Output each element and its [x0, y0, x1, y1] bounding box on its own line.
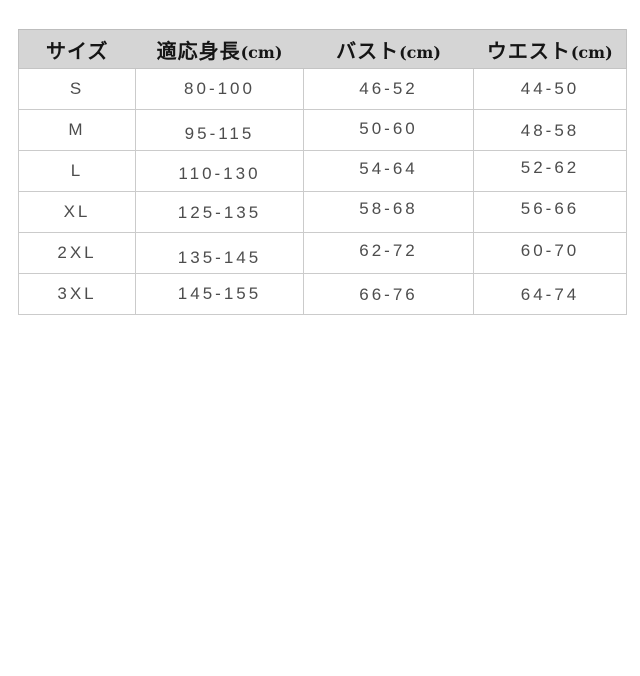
cell-size: 3XL	[18, 273, 136, 315]
table-row: XL 125-135 58-68 56-66	[18, 191, 627, 233]
cell-waist: 52-62	[473, 150, 627, 192]
table-row: 2XL 135-145 62-72 60-70	[18, 232, 627, 274]
column-header-waist: ウエスト(cm)	[473, 29, 627, 69]
cell-size: 2XL	[18, 232, 136, 274]
header-label: ウエスト	[486, 38, 571, 63]
cell-size: M	[18, 109, 136, 151]
cell-waist: 48-58	[473, 109, 627, 151]
cell-bust: 66-76	[303, 273, 474, 315]
cell-height: 95-115	[135, 109, 304, 151]
column-header-bust: バスト(cm)	[303, 29, 474, 69]
header-label: サイズ	[46, 38, 109, 63]
table-row: S 80-100 46-52 44-50	[18, 68, 627, 110]
cell-size: L	[18, 150, 136, 192]
cell-bust: 58-68	[303, 191, 474, 233]
table-row: L 110-130 54-64 52-62	[18, 150, 627, 192]
header-unit: (cm)	[570, 42, 613, 62]
cell-size: XL	[18, 191, 136, 233]
table-row: 3XL 145-155 66-76 64-74	[18, 273, 627, 315]
cell-bust: 46-52	[303, 68, 474, 110]
cell-height: 135-145	[135, 232, 304, 274]
header-label: 適応身長	[156, 38, 241, 63]
cell-height: 145-155	[135, 273, 304, 315]
header-row: サイズ 適応身長(cm) バスト(cm) ウエスト(cm)	[18, 29, 627, 69]
size-chart-table: サイズ 適応身長(cm) バスト(cm) ウエスト(cm) S 80-100 4…	[18, 29, 627, 315]
cell-waist: 64-74	[473, 273, 627, 315]
size-chart: サイズ 適応身長(cm) バスト(cm) ウエスト(cm) S 80-100 4…	[18, 29, 627, 315]
cell-bust: 50-60	[303, 109, 474, 151]
cell-waist: 60-70	[473, 232, 627, 274]
column-header-size: サイズ	[18, 29, 136, 69]
table-row: M 95-115 50-60 48-58	[18, 109, 627, 151]
header-unit: (cm)	[399, 42, 441, 62]
cell-height: 125-135	[135, 191, 304, 233]
header-unit: (cm)	[240, 42, 283, 62]
column-header-height: 適応身長(cm)	[135, 29, 304, 69]
cell-bust: 54-64	[303, 150, 474, 192]
header-label: バスト	[336, 38, 400, 63]
cell-size: S	[18, 68, 136, 110]
cell-height: 110-130	[135, 150, 304, 192]
cell-height: 80-100	[135, 68, 304, 110]
cell-bust: 62-72	[303, 232, 474, 274]
cell-waist: 56-66	[473, 191, 627, 233]
cell-waist: 44-50	[473, 68, 627, 110]
